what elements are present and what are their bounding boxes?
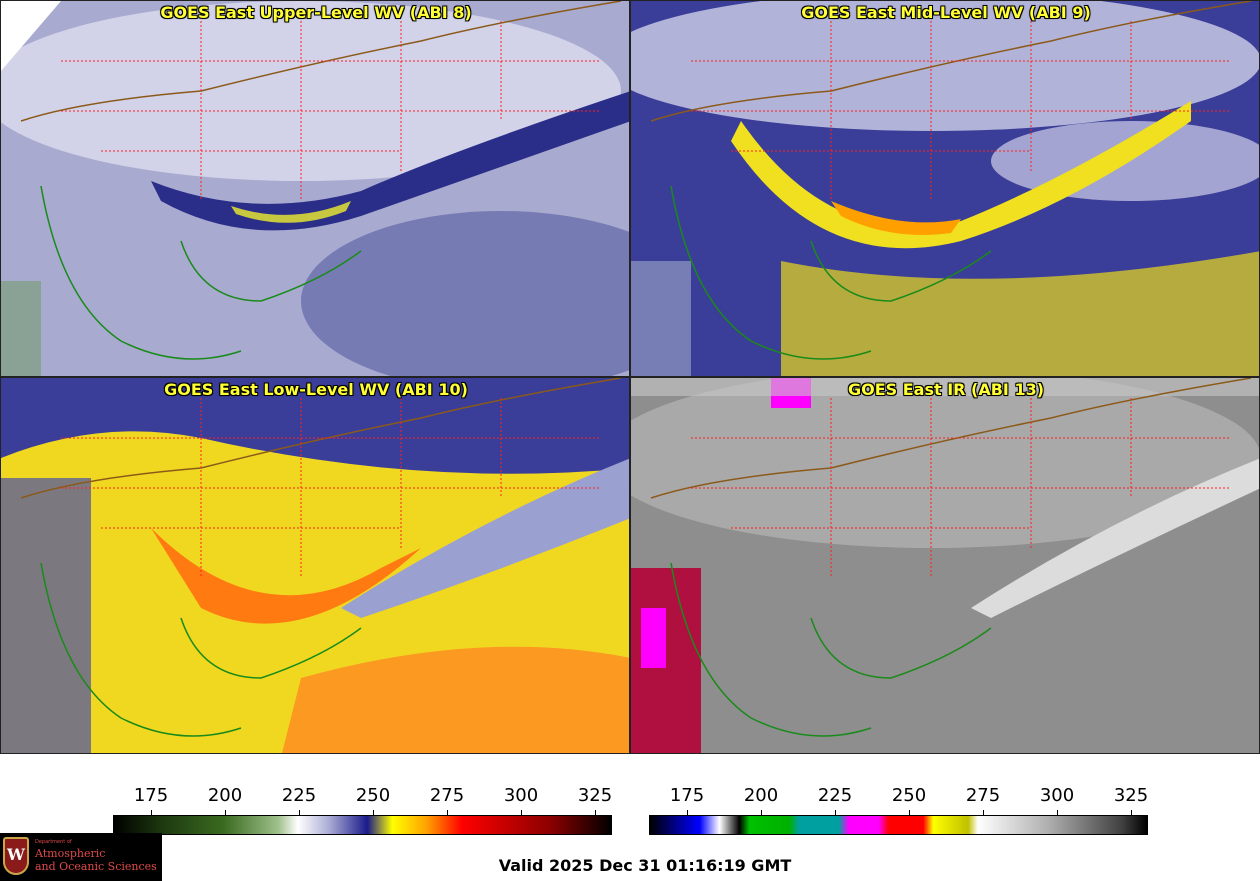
ir-tick-mark	[835, 810, 836, 815]
ir-tick-mark	[983, 810, 984, 815]
wv-tick-label: 325	[577, 785, 613, 806]
panel-mid-level-wv: GOES East Mid-Level WV (ABI 9)	[630, 0, 1260, 377]
wv-tick-mark	[225, 810, 226, 815]
uw-crest-icon: W	[3, 837, 29, 875]
panel-title: GOES East Mid-Level WV (ABI 9)	[801, 3, 1091, 22]
wv-tick-label: 225	[281, 785, 317, 806]
wv-tick-mark	[595, 810, 596, 815]
ir-tick-label: 175	[669, 785, 705, 806]
ir-tick-mark	[909, 810, 910, 815]
panel-upper-level-wv: GOES East Upper-Level WV (ABI 8)	[0, 0, 630, 377]
wv-colorbar	[113, 815, 612, 835]
ir-tick-label: 250	[891, 785, 927, 806]
wv-tick-label: 175	[133, 785, 169, 806]
ir-tick-label: 300	[1039, 785, 1075, 806]
aos-logo: W Department of Atmospheric and Oceanic …	[0, 833, 162, 881]
wv-tick-label: 250	[355, 785, 391, 806]
ir-tick-mark	[687, 810, 688, 815]
ir-tick-mark	[761, 810, 762, 815]
wv-tick-mark	[447, 810, 448, 815]
ir-image	[631, 378, 1259, 753]
panel-ir: GOES East IR (ABI 13)	[630, 377, 1260, 754]
valid-time: Valid 2025 Dec 31 01:16:19 GMT	[498, 856, 792, 875]
panel-low-level-wv: GOES East Low-Level WV (ABI 10)	[0, 377, 630, 754]
logo-line-1: Atmospheric	[35, 847, 106, 860]
mid-level-wv-image	[631, 1, 1259, 376]
ir-tick-mark	[1057, 810, 1058, 815]
panel-title: GOES East Upper-Level WV (ABI 8)	[160, 3, 472, 22]
wv-tick-label: 300	[503, 785, 539, 806]
panel-title: GOES East IR (ABI 13)	[847, 380, 1045, 399]
logo-department: Department of	[35, 839, 72, 845]
wv-tick-mark	[299, 810, 300, 815]
ir-colorbar	[649, 815, 1148, 835]
panel-title: GOES East Low-Level WV (ABI 10)	[164, 380, 468, 399]
upper-level-wv-image	[1, 1, 629, 376]
ir-tick-mark	[1131, 810, 1132, 815]
wv-tick-mark	[151, 810, 152, 815]
wv-tick-mark	[373, 810, 374, 815]
wv-tick-mark	[521, 810, 522, 815]
ir-tick-label: 200	[743, 785, 779, 806]
ir-tick-label: 275	[965, 785, 1001, 806]
ir-tick-label: 325	[1113, 785, 1149, 806]
ir-tick-label: 225	[817, 785, 853, 806]
wv-tick-label: 275	[429, 785, 465, 806]
low-level-wv-image	[1, 378, 629, 753]
wv-tick-label: 200	[207, 785, 243, 806]
logo-line-2: and Oceanic Sciences	[35, 860, 157, 873]
